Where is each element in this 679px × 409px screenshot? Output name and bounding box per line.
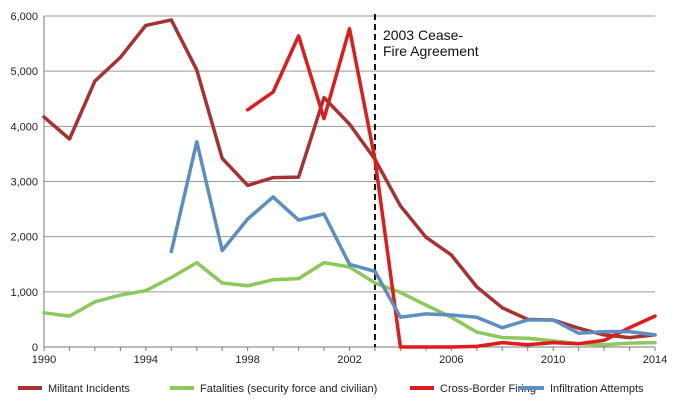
series-line-fatalities-security-force-and-civilian: [42, 260, 657, 347]
legend-label-militant-incidents: Militant Incidents: [48, 383, 130, 395]
x-tick-label: 1990: [32, 354, 56, 366]
x-tick-label: 2014: [643, 354, 667, 366]
axes: 0 1,000 2,000 3,000 4,000 5,000 6,000 1990 1994 1…: [10, 11, 667, 366]
y-tick-label: 3,000: [10, 177, 38, 189]
legend-label-fatalities-security-force-and-civilian: Fatalities (security force and civilian): [200, 383, 377, 395]
x-tick-label: 1994: [134, 354, 158, 366]
x-tick-label: 1998: [235, 354, 259, 366]
x-tick-label: 2010: [541, 354, 565, 366]
x-tick-label: 2006: [439, 354, 463, 366]
legend-label-infiltration-attempts: Infiltration Attempts: [550, 383, 644, 395]
annotation-line-1: 2003 Cease-: [383, 27, 464, 43]
series-lines: [42, 18, 657, 349]
y-tick-label: 1,000: [10, 287, 38, 299]
grid-lines: [44, 15, 655, 293]
y-tick-label: 5,000: [10, 66, 38, 78]
y-tick-label: 4,000: [10, 121, 38, 133]
series-line-militant-incidents: [42, 18, 657, 340]
annotation-line-2: Fire Agreement: [383, 43, 479, 59]
x-tick-label: 2002: [337, 354, 361, 366]
series-line-cross-border-firing: [245, 26, 657, 349]
legend-label-cross-border-firing: Cross-Border Firing: [440, 383, 536, 395]
y-tick-label: 2,000: [10, 232, 38, 244]
y-tick-label: 6,000: [10, 11, 38, 23]
series-line-infiltration-attempts: [169, 140, 657, 337]
legend: Militant Incidents Fatalities (security f…: [18, 383, 644, 395]
cease-fire-annotation: 2003 Cease-Fire Agreement: [373, 14, 479, 347]
y-tick-label: 0: [32, 342, 38, 354]
